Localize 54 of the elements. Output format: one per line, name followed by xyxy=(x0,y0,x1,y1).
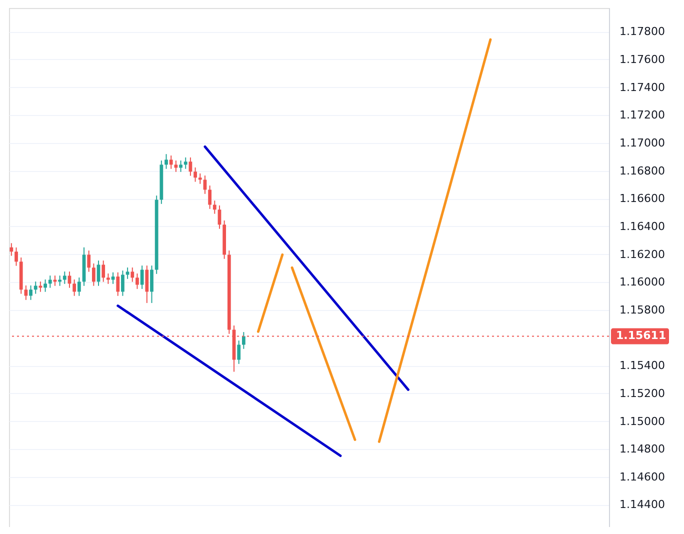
y-tick-label: 1.16600 xyxy=(620,192,665,206)
y-tick-label: 1.14400 xyxy=(620,498,665,512)
y-tick-label: 1.15200 xyxy=(620,386,665,400)
candlestick xyxy=(194,166,197,182)
candlestick xyxy=(10,242,14,256)
candlestick xyxy=(62,271,66,284)
ref-line-label: 1.15611 xyxy=(616,329,666,342)
y-tick-label: 1.16400 xyxy=(620,220,665,233)
y-tick-label: 1.15000 xyxy=(620,414,665,428)
y-tick-label: 1.16200 xyxy=(620,248,665,261)
candlestick xyxy=(179,160,182,172)
candlestick xyxy=(145,265,149,304)
candlestick xyxy=(38,281,42,292)
candlestick xyxy=(24,284,28,300)
y-tick-label: 1.17400 xyxy=(620,80,665,94)
y-tick-label: 1.17000 xyxy=(620,136,665,150)
candlestick xyxy=(44,278,47,292)
candlestick xyxy=(116,272,120,296)
y-tick-label: 1.17200 xyxy=(620,108,665,122)
candlestick xyxy=(48,275,52,288)
y-tick-label: 1.16000 xyxy=(620,276,665,289)
candlestick xyxy=(58,275,62,286)
candlestick xyxy=(106,272,110,284)
candlestick xyxy=(77,277,81,296)
candlestick xyxy=(53,275,57,286)
candlestick xyxy=(92,262,96,286)
y-tick-label: 1.15400 xyxy=(620,359,665,372)
candlestick xyxy=(102,260,106,282)
candlestick xyxy=(164,154,168,170)
candlestick xyxy=(68,271,72,288)
candlestick xyxy=(208,185,212,210)
candlestick xyxy=(174,160,178,172)
y-tick-label: 1.15800 xyxy=(620,303,665,316)
candlestick xyxy=(121,270,124,296)
candlestick xyxy=(184,156,188,170)
candlestick xyxy=(237,340,241,364)
y-tick-label: 1.16800 xyxy=(620,164,665,178)
candlestick xyxy=(72,278,76,296)
candlestick xyxy=(242,332,246,350)
candlestick xyxy=(136,272,139,290)
candlestick xyxy=(29,284,32,300)
candlestick xyxy=(34,281,38,294)
y-tick-label: 1.17600 xyxy=(620,52,665,66)
candlestick xyxy=(140,265,144,290)
candlestick xyxy=(212,200,216,214)
candlestick xyxy=(150,265,154,304)
candlestick xyxy=(87,250,91,272)
y-tick-label: 1.14800 xyxy=(620,442,665,456)
candlestick xyxy=(169,154,173,170)
candlestick xyxy=(198,172,202,184)
candlestick xyxy=(130,267,134,282)
y-tick-label: 1.17800 xyxy=(620,25,665,38)
candlestick xyxy=(14,246,18,266)
y-tick-label: 1.14600 xyxy=(620,470,665,484)
